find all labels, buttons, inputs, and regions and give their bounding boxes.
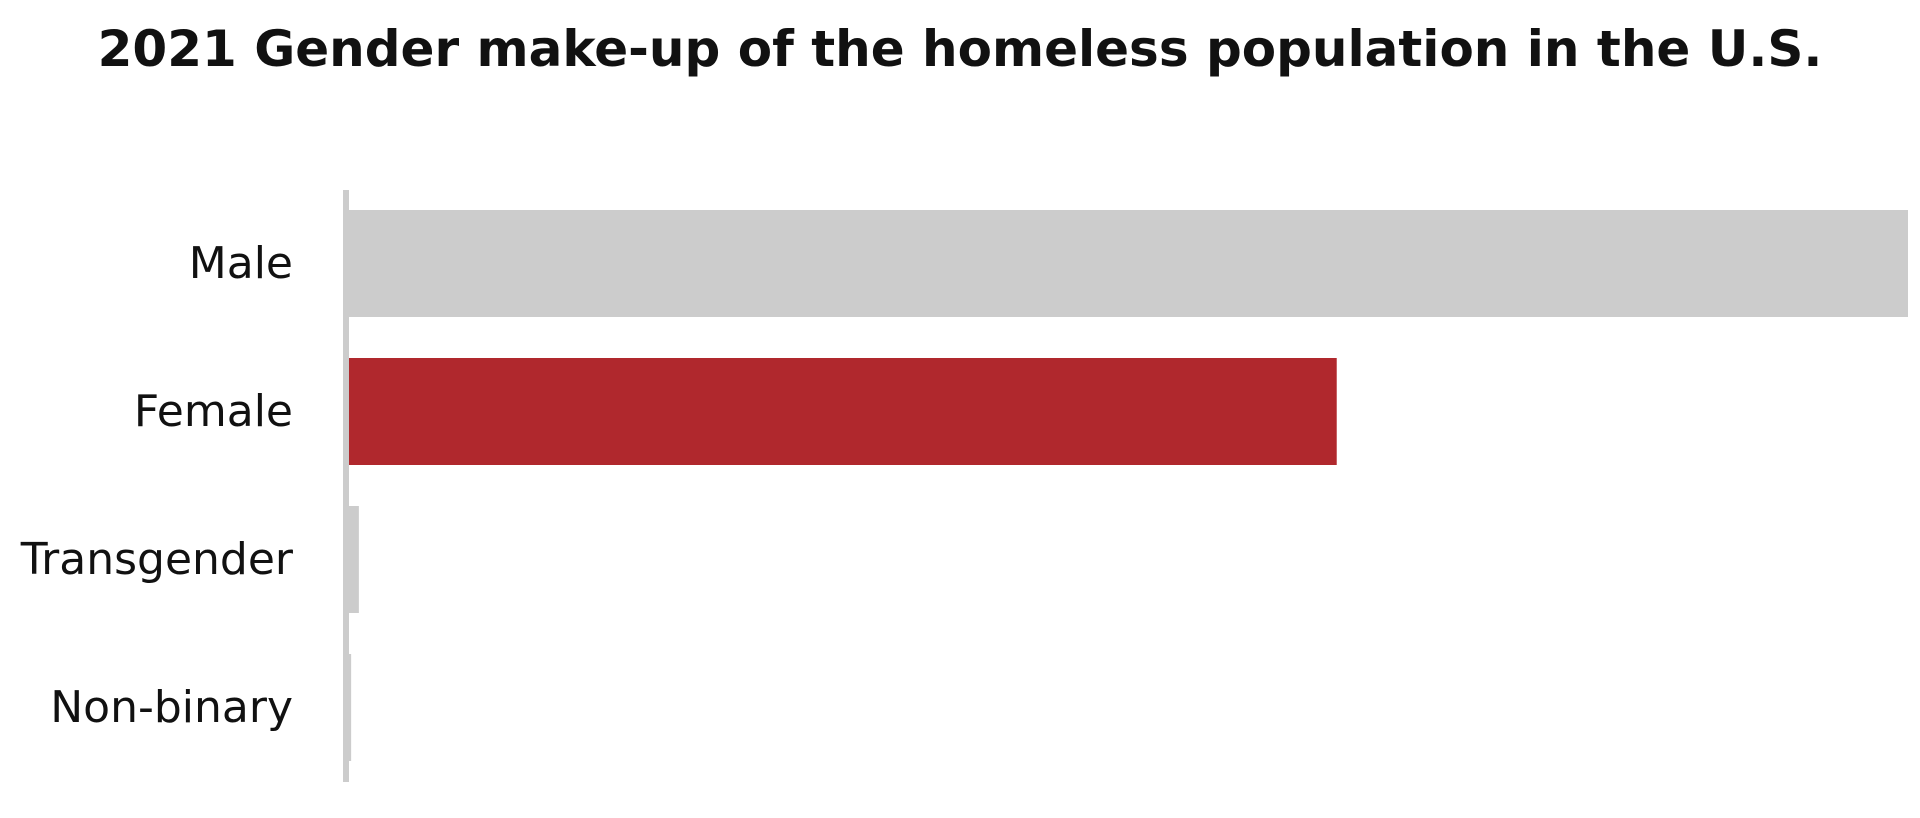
bar-group <box>346 210 1908 761</box>
category-label-female: Female <box>134 386 293 437</box>
bar-male <box>346 210 1908 317</box>
category-label-group: Male Female Transgender Non-binary <box>20 238 294 733</box>
category-label-non-binary: Non-binary <box>50 682 293 733</box>
category-label-male: Male <box>189 238 293 289</box>
category-label-transgender: Transgender <box>20 534 294 585</box>
bar-female <box>346 358 1337 465</box>
